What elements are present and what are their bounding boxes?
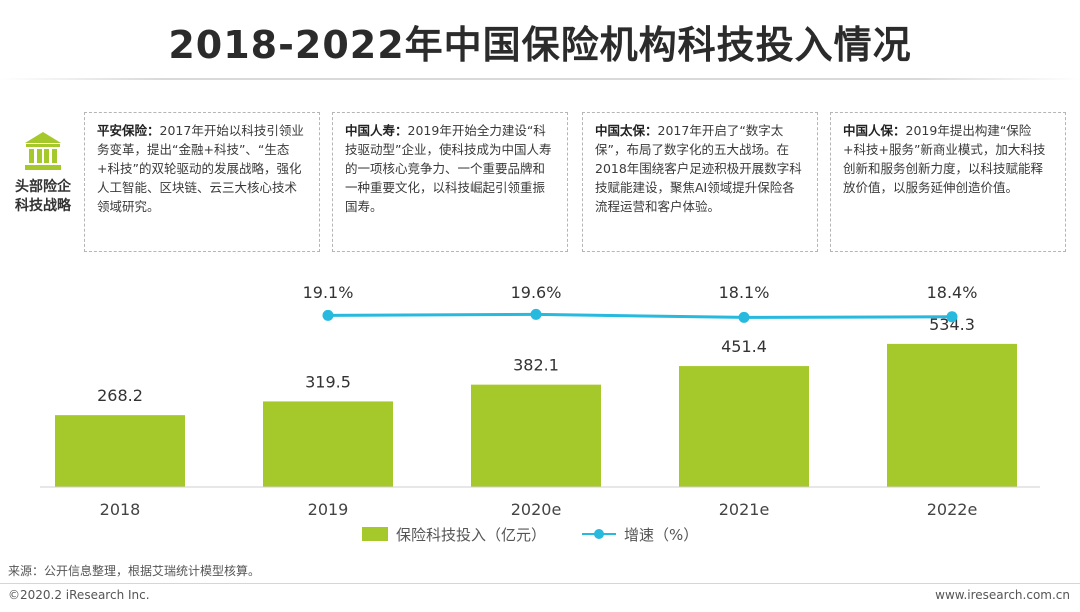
x-tick-label: 2022e: [927, 500, 978, 519]
growth-point-2019: [322, 309, 334, 321]
footer-website: www.iresearch.com.cn: [935, 588, 1070, 602]
x-tick-label: 2020e: [511, 500, 562, 519]
strategy-box-cpic: 中国太保：2017年开启了“数字太保”，布局了数字化的五大战场。在2018年围绕…: [582, 112, 818, 252]
growth-value-label: 19.1%: [303, 283, 354, 302]
bar-value-label: 319.5: [305, 372, 351, 391]
strategy-label: 头部险企 科技战略: [10, 130, 76, 216]
bar-2021e: [679, 366, 809, 487]
legend-label: 保险科技投入（亿元）: [396, 525, 547, 544]
bar-value-label: 268.2: [97, 386, 143, 405]
strategy-company: 中国人保：: [843, 123, 906, 138]
legend-line-swatch: [582, 527, 617, 541]
legend-item-investment: 保险科技投入（亿元）: [362, 524, 546, 545]
strategy-box-pingan: 平安保险：2017年开始以科技引领业务变革，提出“金融+科技”、“生态+科技”的…: [84, 112, 320, 252]
bar-value-label: 534.3: [929, 315, 975, 334]
growth-point-2021e: [738, 311, 750, 323]
x-tick-label: 2021e: [719, 500, 770, 519]
strategy-box-picc: 中国人保：2019年提出构建“保险+科技+服务”新商业模式，加大科技创新和服务创…: [830, 112, 1066, 252]
strategy-text: 2017年开始以科技引领业务变革，提出“金融+科技”、“生态+科技”的双轮驱动的…: [97, 123, 304, 214]
x-tick-label: 2019: [308, 500, 349, 519]
legend-bar-swatch: [362, 527, 388, 541]
bank-building-icon: [25, 132, 61, 170]
strategy-text: 2017年开启了“数字太保”，布局了数字化的五大战场。在2018年围绕客户足迹积…: [595, 123, 802, 214]
legend-label: 增速（%）: [624, 525, 699, 544]
source-note: 来源：公开信息整理，根据艾瑞统计模型核算。: [8, 564, 261, 578]
footer-divider: [0, 583, 1080, 584]
strategy-box-chinalife: 中国人寿：2019年开始全力建设“科技驱动型”企业，使科技成为中国人寿的一项核心…: [332, 112, 568, 252]
page-title: 2018-2022年中国保险机构科技投入情况: [168, 23, 912, 67]
investment-chart: 268.2 2018 319.5 2019 382.1 2020e 451.4 2021e 53…: [40, 283, 1040, 519]
strategy-company: 平安保险：: [97, 123, 160, 138]
strategy-company: 中国人寿：: [345, 123, 408, 138]
strategy-text: 2019年开始全力建设“科技驱动型”企业，使科技成为中国人寿的一项核心竞争力、一…: [345, 123, 552, 214]
footer-copyright: ©2020.2 iResearch Inc.: [8, 588, 150, 602]
legend-item-growth: 增速（%）: [582, 524, 698, 545]
bar-2020e: [471, 384, 601, 487]
strategy-label-line2: 科技战略: [15, 198, 71, 214]
bar-2019: [263, 401, 393, 487]
bar-2018: [55, 415, 185, 487]
growth-point-2020e: [530, 308, 542, 320]
growth-value-label: 19.6%: [511, 283, 562, 302]
bar-value-label: 382.1: [513, 356, 559, 375]
strategy-text: 2019年提出构建“保险+科技+服务”新商业模式，加大科技创新和服务创新力度，以…: [843, 123, 1046, 195]
bar-2022e: [887, 343, 1017, 487]
growth-line: [327, 312, 953, 319]
title-divider: [0, 78, 1080, 80]
growth-value-label: 18.1%: [719, 283, 770, 302]
bar-value-label: 451.4: [721, 337, 767, 356]
x-tick-label: 2018: [100, 500, 141, 519]
chart-legend: 保险科技投入（亿元） 增速（%）: [362, 522, 734, 546]
growth-value-label: 18.4%: [927, 283, 978, 302]
strategy-company: 中国太保：: [595, 123, 658, 138]
growth-point-2022e: [946, 311, 958, 323]
strategy-label-line1: 头部险企: [15, 179, 71, 195]
